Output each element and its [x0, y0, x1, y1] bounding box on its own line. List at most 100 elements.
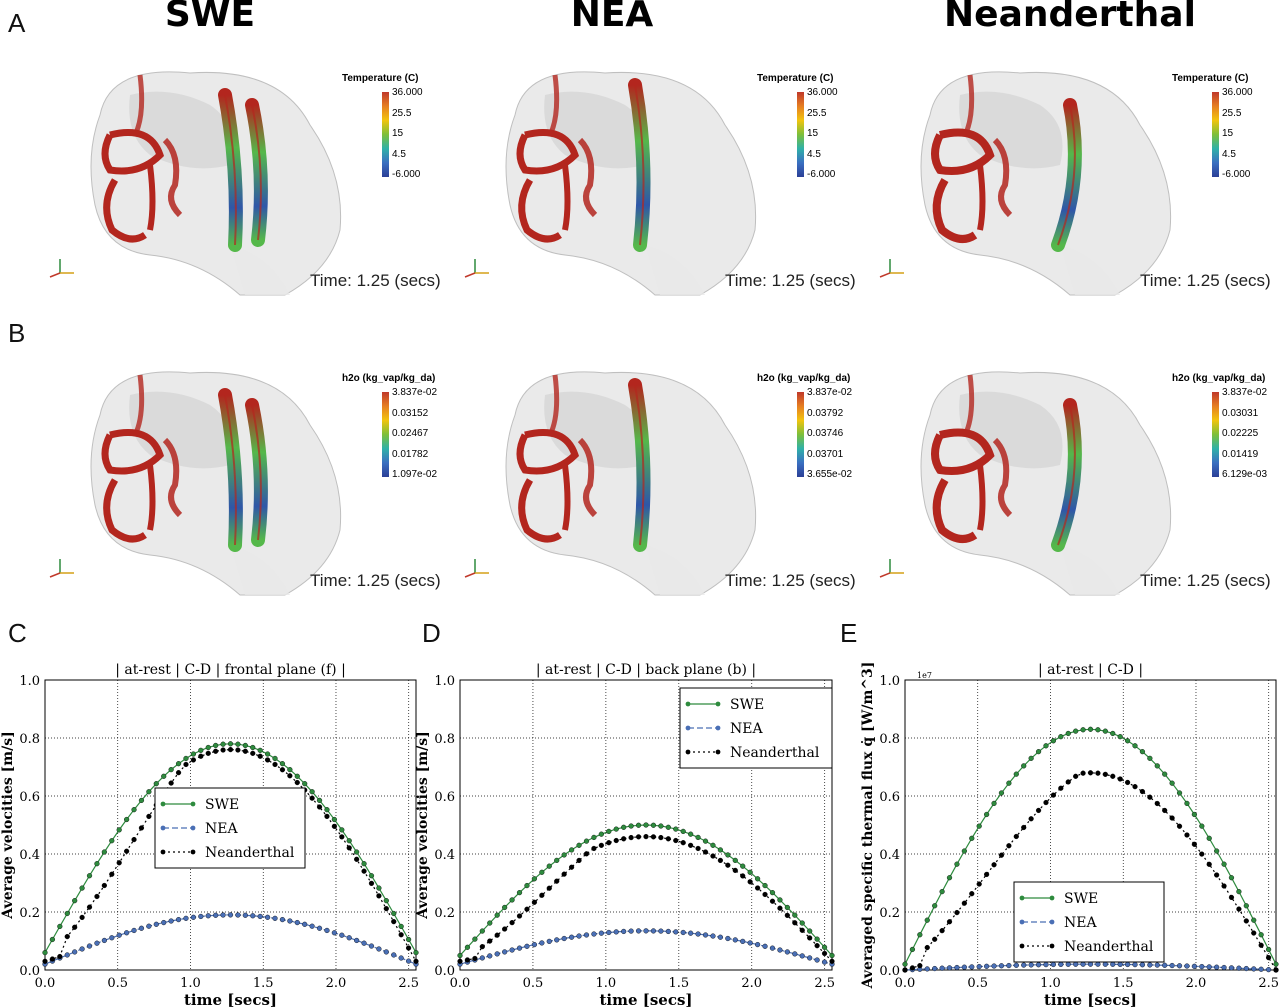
data-point	[1080, 770, 1086, 776]
data-point	[1184, 963, 1190, 969]
data-point	[279, 767, 286, 773]
data-point	[279, 916, 286, 923]
data-point	[109, 935, 115, 941]
data-point	[1191, 963, 1197, 969]
y-tick-label: 0.4	[19, 848, 40, 863]
data-point	[747, 869, 753, 875]
data-point	[598, 831, 604, 837]
data-point	[1050, 738, 1057, 744]
data-point	[1176, 823, 1183, 829]
data-point	[413, 958, 419, 964]
data-point	[138, 797, 145, 803]
data-point	[168, 918, 174, 924]
data-point	[354, 849, 360, 855]
data-point	[479, 928, 485, 934]
y-tick-label: 0.8	[879, 732, 900, 747]
panel-letter-b: B	[8, 318, 26, 348]
data-point	[969, 964, 975, 970]
data-point	[331, 816, 337, 823]
y-tick-label: 0.4	[879, 848, 900, 863]
data-point	[205, 913, 211, 919]
data-point	[153, 921, 159, 927]
data-point	[1058, 961, 1064, 967]
data-point	[576, 842, 582, 848]
y-axis-label: Average velocities [m/s]	[0, 731, 16, 919]
skull-render	[49, 71, 342, 296]
data-point	[1013, 833, 1019, 840]
data-point	[613, 826, 619, 832]
data-point	[1169, 962, 1175, 969]
data-point	[79, 946, 85, 952]
data-point	[1087, 726, 1094, 732]
data-point	[49, 956, 56, 962]
data-point	[1221, 964, 1227, 971]
x-axis-label: time [secs]	[1044, 991, 1137, 1008]
data-point	[1065, 779, 1071, 785]
data-point	[740, 873, 746, 879]
data-point	[101, 937, 107, 944]
y-tick-label: 0.2	[879, 906, 900, 921]
data-point	[138, 825, 145, 831]
data-point	[1199, 823, 1205, 829]
chart-title: | at-rest | C-D |	[1038, 662, 1143, 678]
data-point	[361, 868, 367, 874]
data-point	[153, 781, 159, 787]
data-point	[658, 823, 664, 829]
data-point	[190, 914, 197, 920]
colorbar-tick-label: 0.03746	[807, 428, 844, 439]
data-point	[1162, 771, 1168, 777]
skull-silhouette	[505, 71, 757, 296]
data-point	[213, 912, 219, 918]
data-point	[302, 781, 308, 787]
data-point	[976, 963, 982, 970]
data-point	[368, 873, 375, 879]
legend: SWE NEA Neanderthal	[679, 687, 833, 769]
data-point	[1132, 743, 1138, 749]
data-point	[1058, 785, 1064, 791]
data-point	[643, 833, 649, 840]
data-point	[109, 838, 115, 844]
data-point	[101, 882, 107, 889]
x-tick-label: 2.0	[741, 976, 762, 991]
data-point	[457, 958, 463, 964]
data-point	[354, 937, 360, 944]
legend-label: Neanderthal	[730, 745, 820, 761]
legend-label: NEA	[1064, 915, 1097, 931]
colorbar-title: Temperature (C)	[757, 73, 834, 84]
legend: SWE NEA Neanderthal	[154, 787, 306, 869]
data-point	[1073, 728, 1079, 734]
data-point	[1080, 961, 1086, 967]
data-point	[376, 885, 382, 891]
colorbar-tick-label: 25.5	[1222, 107, 1242, 119]
time-label: Time: 1.25 (secs)	[725, 571, 856, 590]
data-point	[1043, 799, 1049, 806]
data-point	[613, 929, 619, 935]
data-point	[487, 920, 493, 926]
data-point	[1110, 773, 1116, 779]
colorbar-tick-label: 0.02225	[1222, 428, 1259, 439]
data-point	[72, 924, 78, 930]
data-point	[94, 893, 100, 900]
data-point	[1028, 755, 1034, 761]
data-point	[777, 897, 783, 903]
data-point	[272, 755, 278, 762]
data-point	[814, 943, 820, 949]
data-point	[710, 842, 716, 848]
legend: SWE NEA Neanderthal	[1013, 881, 1165, 963]
y-tick-label: 0.0	[879, 964, 900, 979]
data-point	[405, 936, 412, 943]
colorbar-tick-label: 36.000	[807, 87, 838, 98]
y-axis-label: Average velocities [m/s]	[415, 731, 431, 919]
x-axis-label: time [secs]	[184, 991, 277, 1008]
x-tick-label: 0.5	[967, 976, 988, 991]
skull-silhouette	[920, 371, 1172, 596]
data-point	[1162, 807, 1168, 814]
data-point	[539, 940, 545, 946]
data-point	[494, 951, 500, 957]
data-point	[710, 853, 716, 859]
colorbar-tick-label: 25.5	[392, 107, 412, 119]
data-point	[621, 928, 627, 935]
x-tick-label: 1.5	[253, 976, 274, 991]
data-point	[1176, 790, 1183, 796]
